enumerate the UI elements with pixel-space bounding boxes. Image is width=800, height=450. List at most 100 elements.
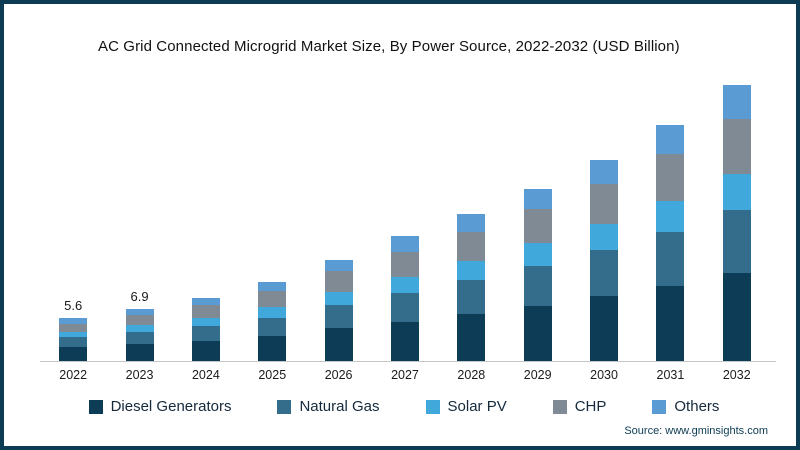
bar-segment-solar-pv-2025 [258, 307, 287, 318]
bar-group-2027 [372, 72, 438, 361]
legend-item-chp: CHP [552, 398, 607, 415]
bar-segment-diesel-generators-2022 [59, 347, 88, 361]
year-label-2027: 2027 [391, 368, 419, 382]
bar-segment-diesel-generators-2027 [390, 321, 419, 361]
bar-segment-chp-2023 [125, 314, 154, 326]
year-label-2029: 2029 [523, 368, 552, 382]
year-label-2022: 2022 [59, 368, 88, 382]
bar-segment-others-2024 [191, 298, 220, 305]
bar-segment-others-2023 [125, 308, 154, 315]
data-label-2023: 6.9 [130, 288, 149, 304]
year-label-2028: 2028 [457, 368, 486, 382]
bar-segment-natural-gas-2029 [523, 266, 552, 306]
bar-2023 [125, 308, 154, 361]
bar-segment-diesel-generators-2031 [656, 285, 685, 361]
bar-segment-solar-pv-2024 [191, 317, 220, 327]
bar-segment-chp-2032 [722, 118, 751, 175]
legend-swatch-icon [425, 399, 440, 414]
year-label-2025: 2025 [258, 368, 287, 382]
bar-2024 [191, 298, 220, 361]
year-label-2031: 2031 [656, 368, 685, 382]
bar-segment-solar-pv-2026 [324, 291, 353, 305]
legend-swatch-icon [552, 399, 567, 414]
legend-item-others: Others [652, 398, 719, 415]
bar-segment-others-2031 [656, 125, 685, 155]
bar-segment-natural-gas-2022 [59, 337, 88, 348]
data-label-2022: 5.6 [64, 298, 83, 314]
bar-segment-natural-gas-2023 [125, 332, 154, 345]
legend-swatch-icon [652, 399, 667, 414]
bar-group-2024 [173, 72, 239, 361]
bar-2028 [457, 214, 486, 361]
chart-title: AC Grid Connected Microgrid Market Size,… [98, 38, 680, 55]
bar-segment-diesel-generators-2029 [523, 305, 552, 361]
bar-segment-solar-pv-2028 [457, 261, 486, 281]
bar-2032 [722, 85, 751, 361]
bar-2026 [324, 259, 353, 361]
bar-segment-chp-2028 [457, 231, 486, 262]
bar-segment-natural-gas-2028 [457, 280, 486, 314]
bar-segment-others-2029 [523, 188, 552, 210]
x-axis-line [40, 361, 776, 362]
bar-2022 [59, 318, 88, 361]
bar-2031 [656, 125, 685, 361]
bar-segment-solar-pv-2030 [590, 224, 619, 251]
bar-segment-natural-gas-2031 [656, 231, 685, 286]
bar-segment-solar-pv-2023 [125, 325, 154, 333]
source-attribution: Source: www.gminsights.com [624, 425, 768, 437]
bar-segment-chp-2031 [656, 154, 685, 202]
bar-segment-diesel-generators-2028 [457, 313, 486, 361]
bar-segment-others-2032 [722, 85, 751, 119]
bar-segment-others-2030 [590, 159, 619, 184]
bar-segment-chp-2025 [258, 291, 287, 308]
bar-segment-chp-2022 [59, 323, 88, 333]
legend-swatch-icon [88, 399, 103, 414]
bar-2029 [523, 188, 552, 361]
bar-group-2031 [637, 72, 703, 361]
bar-2025 [258, 281, 287, 361]
bar-segment-natural-gas-2030 [590, 250, 619, 297]
bar-group-2026 [305, 72, 371, 361]
year-label-2030: 2030 [590, 368, 618, 382]
x-axis-labels: 2022 2023 2024 2025 2026 2027 2028 2029 2030 2031… [40, 368, 770, 382]
bar-segment-others-2022 [59, 318, 88, 324]
bar-segment-chp-2029 [523, 209, 552, 244]
bar-segment-solar-pv-2027 [390, 276, 419, 293]
bar-segment-natural-gas-2026 [324, 304, 353, 329]
bar-group-2029 [505, 72, 571, 361]
bar-segment-solar-pv-2032 [722, 174, 751, 210]
legend-item-solar-pv: Solar PV [425, 398, 507, 415]
bar-segment-solar-pv-2029 [523, 243, 552, 266]
bar-segment-diesel-generators-2030 [590, 296, 619, 361]
bar-segment-chp-2027 [390, 251, 419, 277]
bar-group-2028 [438, 72, 504, 361]
bar-segment-diesel-generators-2032 [722, 272, 751, 361]
legend-swatch-icon [277, 399, 292, 414]
year-label-2023: 2023 [125, 368, 154, 382]
bar-segment-diesel-generators-2026 [324, 328, 353, 361]
legend-label: CHP [574, 398, 607, 415]
bar-segment-others-2025 [258, 281, 287, 292]
legend-label: Others [674, 398, 720, 415]
bar-group-2023: 6.9 [106, 72, 172, 361]
bar-segment-diesel-generators-2025 [258, 335, 287, 361]
chart-legend: Diesel Generators Natural Gas Solar PV CHP O… [24, 398, 784, 415]
year-label-2032: 2032 [722, 368, 751, 382]
bar-segment-natural-gas-2025 [258, 317, 287, 336]
bar-segment-solar-pv-2031 [656, 201, 685, 232]
year-label-2024: 2024 [191, 368, 220, 382]
bar-segment-solar-pv-2022 [59, 332, 88, 338]
legend-label: Diesel Generators [110, 398, 232, 415]
bar-segment-diesel-generators-2024 [191, 340, 220, 361]
bar-segment-chp-2030 [590, 183, 619, 225]
bar-segment-others-2027 [390, 236, 419, 252]
bar-2027 [390, 236, 419, 361]
bar-group-2022: 5.6 [40, 72, 106, 361]
bar-group-2032 [704, 72, 770, 361]
bar-segment-natural-gas-2027 [390, 292, 419, 322]
bar-segment-others-2026 [324, 259, 353, 272]
bar-group-2030 [571, 72, 637, 361]
bar-2030 [590, 159, 619, 361]
bar-segment-chp-2024 [191, 304, 220, 318]
